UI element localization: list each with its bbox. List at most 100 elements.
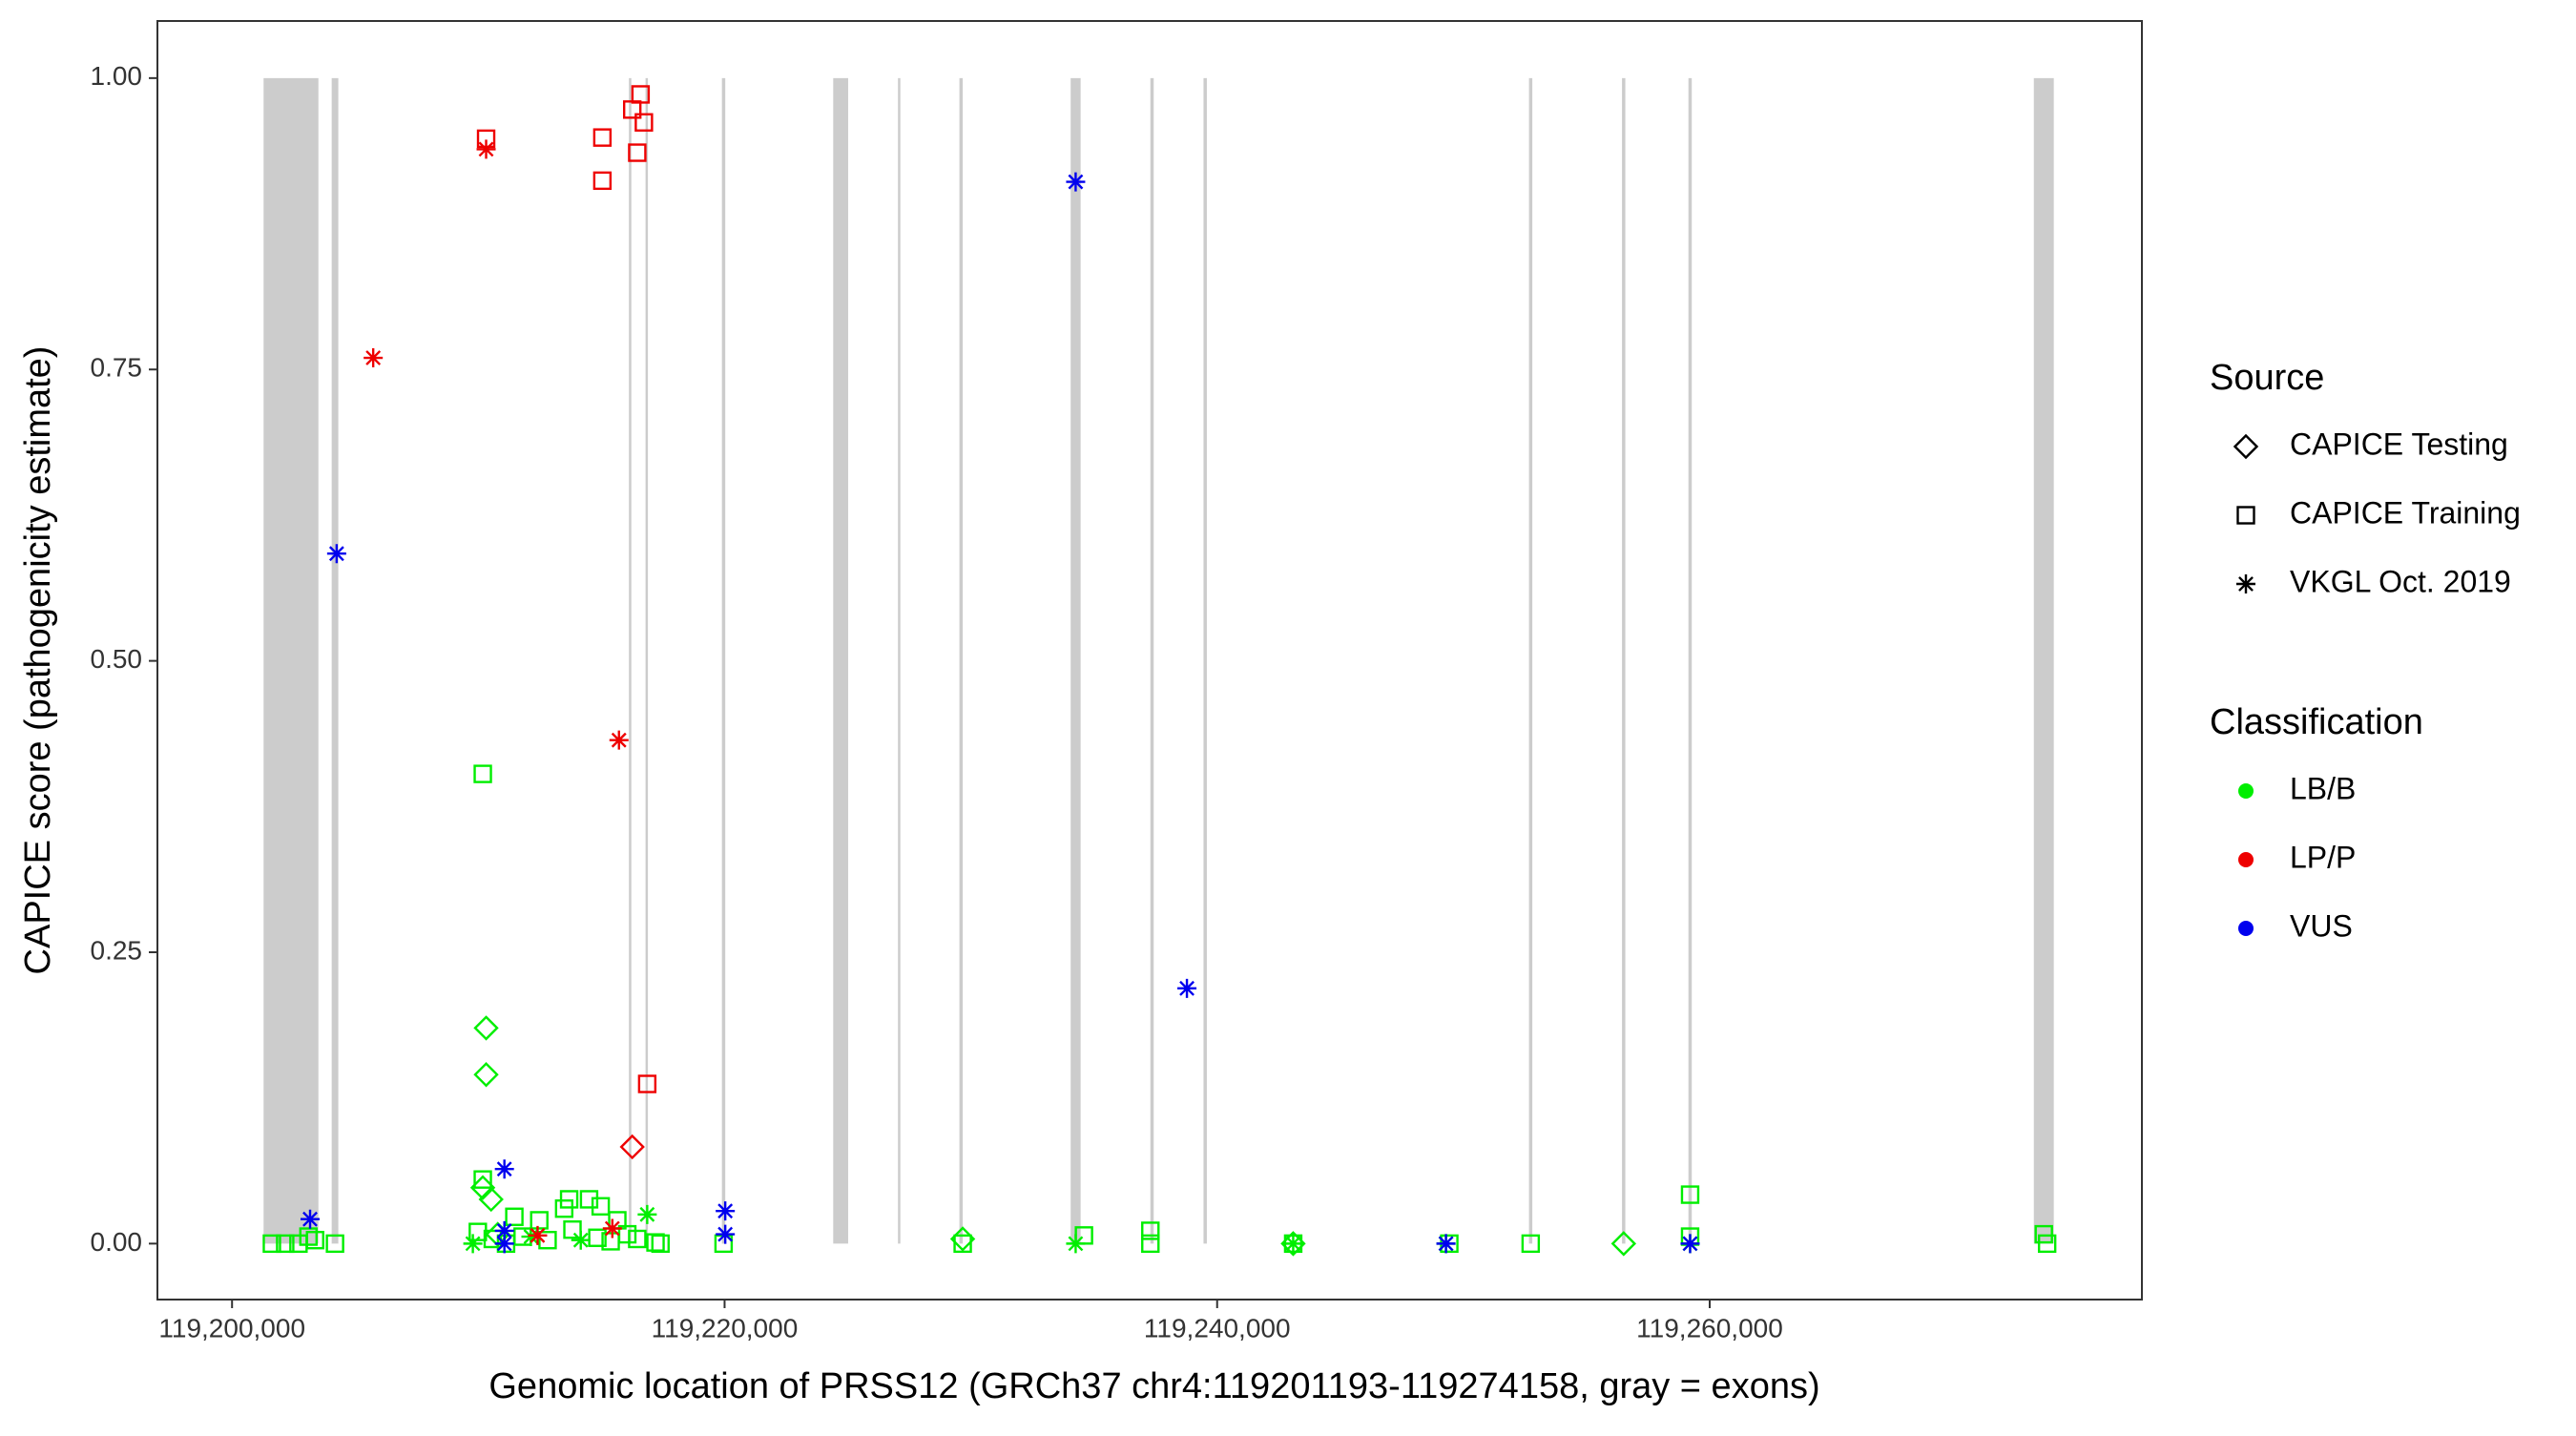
point [1066, 172, 1086, 192]
point [326, 544, 346, 564]
point [299, 1227, 318, 1246]
point [1521, 1234, 1541, 1254]
point [628, 143, 647, 162]
point [262, 1234, 281, 1254]
point [563, 1220, 582, 1239]
point [1680, 1234, 1700, 1254]
legend-key [2236, 574, 2255, 593]
legend-label: LP/P [2290, 840, 2356, 874]
legend-label: VKGL Oct. 2019 [2290, 564, 2511, 598]
point [631, 85, 651, 104]
legend-key [2233, 433, 2259, 460]
point [364, 348, 384, 368]
point [1141, 1234, 1160, 1254]
point [473, 1015, 499, 1041]
y-tick-label: 0.00 [91, 1227, 143, 1257]
point [538, 1231, 557, 1250]
point [619, 1134, 645, 1160]
exon [331, 77, 339, 1244]
point [716, 1224, 736, 1244]
plot-border [156, 20, 2143, 1301]
y-tick-label: 0.25 [91, 935, 143, 965]
point [530, 1211, 549, 1230]
y-axis-title: CAPICE score (pathogenicity estimate) [18, 346, 58, 975]
point [528, 1225, 548, 1245]
point [1680, 1185, 1700, 1204]
point [494, 1220, 514, 1240]
point [949, 1226, 976, 1252]
exon [2033, 77, 2054, 1244]
exon [629, 77, 632, 1244]
exon [263, 77, 319, 1244]
point [628, 1229, 647, 1249]
exon [1528, 77, 1533, 1244]
exon [959, 77, 964, 1244]
legend-label: LB/B [2290, 771, 2356, 805]
point [571, 1230, 591, 1250]
legend-label: CAPICE Training [2290, 495, 2521, 530]
point [651, 1234, 670, 1254]
y-tick-label: 0.50 [91, 644, 143, 674]
y-tick-label: 0.75 [91, 353, 143, 383]
x-axis-title: Genomic location of PRSS12 (GRCh37 chr4:… [488, 1366, 1819, 1406]
legend-key [2238, 921, 2254, 936]
point [494, 1159, 514, 1179]
point [1610, 1231, 1637, 1257]
exon [833, 77, 848, 1244]
legend-label: CAPICE Testing [2290, 427, 2508, 461]
exon [1150, 77, 1154, 1244]
point [325, 1234, 344, 1254]
point [476, 139, 496, 159]
point [716, 1201, 736, 1221]
exon [645, 77, 649, 1244]
point [602, 1218, 622, 1238]
x-tick-label: 119,260,000 [1636, 1313, 1783, 1342]
point [554, 1199, 574, 1218]
point [637, 1074, 657, 1093]
exon [1070, 77, 1081, 1244]
point [521, 1227, 541, 1247]
point [2037, 1234, 2057, 1254]
point [2034, 1224, 2053, 1244]
point [473, 764, 492, 783]
x-tick-label: 119,220,000 [652, 1313, 799, 1342]
legend-key [2236, 506, 2255, 525]
exon [1688, 77, 1693, 1244]
exon [721, 77, 726, 1244]
exon [898, 77, 901, 1244]
legend-title: Classification [2210, 702, 2423, 742]
point [1066, 1234, 1086, 1254]
point [559, 1190, 579, 1209]
point [592, 171, 613, 191]
point [1436, 1234, 1456, 1254]
point [609, 730, 629, 750]
point [473, 1170, 492, 1189]
point [646, 1233, 665, 1252]
point [301, 1209, 321, 1229]
legend-title: Source [2210, 358, 2324, 398]
point [1283, 1234, 1303, 1254]
point [505, 1207, 524, 1226]
point [494, 1234, 514, 1254]
point [478, 1186, 504, 1213]
point [592, 128, 613, 147]
point [276, 1234, 295, 1254]
legend-key [2238, 852, 2254, 867]
point [953, 1234, 972, 1254]
y-tick-label: 1.00 [91, 61, 143, 91]
legend-label: VUS [2290, 908, 2353, 943]
point [637, 1204, 657, 1224]
point [469, 1175, 496, 1200]
legend-key [2238, 783, 2254, 799]
point [463, 1234, 483, 1254]
point [634, 113, 654, 132]
point [591, 1197, 611, 1216]
exon [1622, 77, 1626, 1244]
point [1141, 1221, 1160, 1240]
point [305, 1231, 324, 1250]
point [1280, 1231, 1306, 1257]
point [473, 1062, 499, 1088]
x-tick-label: 119,240,000 [1144, 1313, 1291, 1342]
